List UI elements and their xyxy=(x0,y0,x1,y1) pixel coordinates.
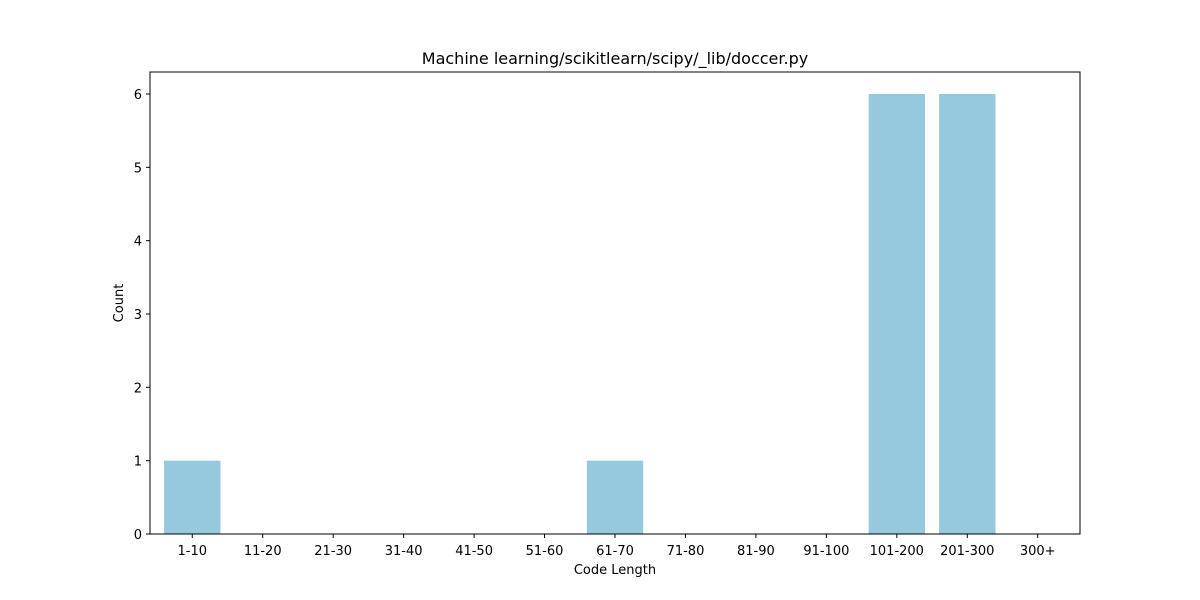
chart-title: Machine learning/scikitlearn/scipy/_lib/… xyxy=(422,49,808,69)
y-tick-label: 4 xyxy=(134,235,142,250)
y-tick-label: 3 xyxy=(134,308,142,323)
x-tick-label: 41-50 xyxy=(455,544,493,559)
x-tick-label: 61-70 xyxy=(596,544,634,559)
bars-group xyxy=(164,94,996,534)
bar-61-70 xyxy=(586,460,644,534)
y-axis-label: Count xyxy=(112,284,127,323)
y-axis-ticks: 0 1 2 3 4 5 6 xyxy=(134,88,150,543)
y-tick-label: 0 xyxy=(134,528,142,543)
x-tick-label: 1-10 xyxy=(178,544,208,559)
bar-201-300 xyxy=(939,94,996,534)
y-tick-label: 2 xyxy=(134,381,142,396)
x-tick-label: 201-300 xyxy=(940,544,994,559)
x-tick-label: 51-60 xyxy=(526,544,564,559)
x-tick-label: 101-200 xyxy=(870,544,924,559)
x-axis-label: Code Length xyxy=(574,563,656,578)
x-tick-label: 11-20 xyxy=(244,544,282,559)
x-tick-label: 81-90 xyxy=(737,544,775,559)
x-tick-label: 71-80 xyxy=(667,544,705,559)
y-tick-label: 6 xyxy=(134,88,142,103)
y-tick-label: 1 xyxy=(134,455,142,470)
y-tick-label: 5 xyxy=(134,161,142,176)
x-tick-label: 91-100 xyxy=(803,544,849,559)
x-tick-label: 300+ xyxy=(1020,544,1056,559)
bar-1-10 xyxy=(164,460,221,534)
bar-101-200 xyxy=(868,94,925,534)
x-tick-label: 21-30 xyxy=(314,544,352,559)
plot-frame xyxy=(149,71,1081,535)
x-tick-label: 31-40 xyxy=(385,544,423,559)
x-axis-ticks: 1-10 11-20 21-30 31-40 41-50 51-60 61-70 71-80 8… xyxy=(178,534,1056,559)
